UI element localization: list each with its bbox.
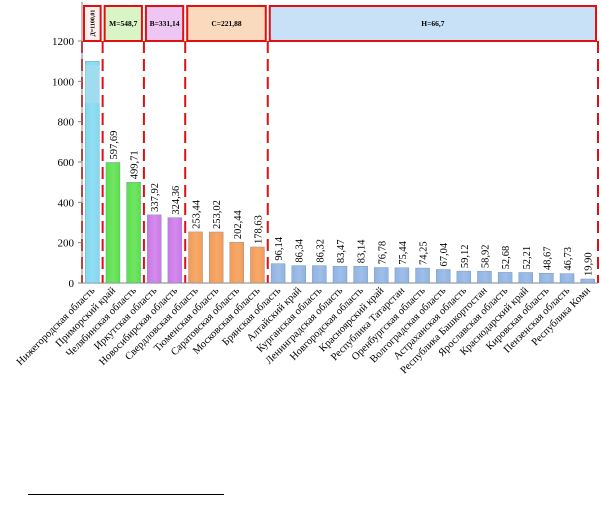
- bar: [229, 241, 245, 284]
- value-label: 67,04: [439, 242, 450, 266]
- value-label: 86,34: [295, 238, 306, 262]
- bar: [332, 265, 348, 284]
- group-box: [268, 5, 597, 42]
- value-label: 58,92: [480, 244, 491, 268]
- bar: [250, 246, 265, 284]
- value-labels: 1100,01597,69499,71337,92324,36253,44253…: [85, 65, 595, 276]
- value-label: 46,73: [563, 247, 574, 271]
- bar: [456, 270, 472, 284]
- value-label: 86,32: [315, 239, 326, 263]
- y-tick-label: 1000: [52, 76, 75, 88]
- value-label: 178,63: [253, 215, 264, 244]
- y-tick-label: 1200: [52, 36, 75, 48]
- bar: [497, 272, 513, 284]
- footnote-separator: [28, 494, 224, 495]
- group-box: [103, 5, 143, 42]
- bar: [126, 182, 141, 284]
- bar: [291, 265, 306, 284]
- bar: [477, 270, 492, 284]
- value-label: 52,21: [522, 246, 533, 270]
- value-label: 202,44: [233, 210, 244, 240]
- group-label: С=221,88: [211, 19, 242, 28]
- bars: [85, 60, 595, 284]
- bar: [394, 267, 410, 284]
- bar: [188, 231, 203, 284]
- bar: [559, 273, 575, 284]
- bar: [85, 60, 100, 284]
- y-tick-label: 200: [58, 238, 75, 250]
- group-label: Д=1100,01: [90, 10, 96, 37]
- bar: [539, 272, 554, 284]
- value-label: 76,78: [377, 241, 388, 265]
- value-label: 83,14: [357, 239, 368, 263]
- value-label: 597,69: [109, 131, 120, 160]
- value-label: 253,44: [192, 199, 203, 229]
- group-box: [83, 5, 102, 42]
- value-label: 499,71: [130, 150, 141, 179]
- y-tick-label: 0: [69, 278, 75, 290]
- value-label: 19,90: [584, 252, 595, 276]
- value-label: 74,25: [419, 241, 430, 265]
- bar: [147, 214, 162, 284]
- group-label: Н=66,7: [421, 19, 444, 28]
- y-tick-label: 800: [58, 117, 75, 129]
- value-label: 52,68: [501, 246, 512, 270]
- group-label: В=331,14: [150, 19, 180, 28]
- bar: [374, 267, 389, 284]
- value-label: 324,36: [171, 186, 182, 215]
- group-label: М=548,7: [109, 19, 137, 28]
- value-label: 96,14: [274, 236, 285, 260]
- bar: [353, 266, 368, 284]
- group-box: [186, 5, 267, 42]
- bar: [270, 263, 286, 284]
- bar: [167, 217, 183, 284]
- bar: [580, 278, 595, 284]
- value-label: 75,44: [398, 240, 409, 264]
- value-label: 253,02: [212, 200, 223, 229]
- bar: [415, 267, 430, 284]
- bar: [312, 265, 327, 284]
- value-label: 59,12: [460, 244, 471, 268]
- group-box: [144, 5, 185, 42]
- value-label: 83,47: [336, 240, 347, 264]
- bar: [105, 162, 121, 284]
- group-boxes: Д=1100,01 М=548,7 В=331,14 С=221,88 Н=66,7: [83, 5, 597, 42]
- bar: [208, 231, 224, 284]
- bar: [518, 272, 533, 284]
- y-tick-label: 600: [58, 157, 75, 169]
- bar: [436, 269, 451, 284]
- y-tick-label: 400: [58, 197, 75, 209]
- value-label-box: [85, 65, 100, 104]
- value-label: 337,92: [150, 183, 161, 212]
- value-label: 48,67: [542, 247, 553, 271]
- category-label: Нижегородская область: [15, 285, 98, 368]
